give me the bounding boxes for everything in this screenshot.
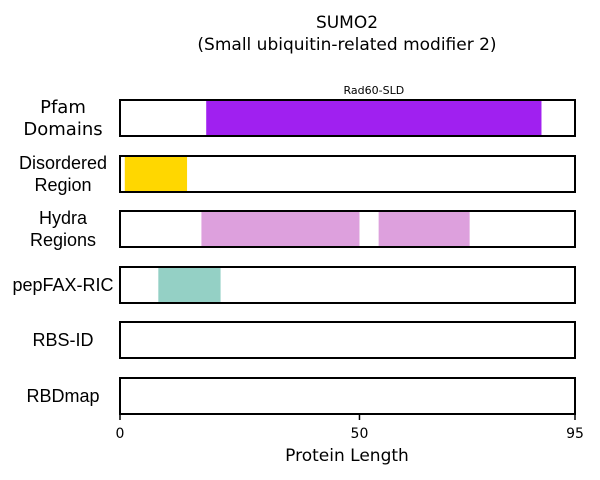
track-frame bbox=[119, 321, 576, 359]
row-label: pepFAX-RIC bbox=[12, 275, 113, 295]
track-row: RBS-ID bbox=[32, 321, 576, 359]
feature-segment bbox=[201, 212, 360, 246]
x-axis-label: Protein Length bbox=[285, 446, 409, 466]
x-tick-label: 0 bbox=[116, 426, 125, 442]
row-label: Regions bbox=[30, 230, 96, 250]
chart-title: SUMO2 bbox=[316, 13, 378, 33]
row-label: RBDmap bbox=[26, 386, 99, 406]
track-frame bbox=[119, 377, 576, 415]
feature-segment bbox=[158, 268, 221, 302]
row-label: RBS-ID bbox=[32, 330, 93, 350]
row-label: Region bbox=[34, 175, 91, 195]
chart-subtitle: (Small ubiquitin-related modifier 2) bbox=[197, 35, 496, 55]
row-label: Pfam bbox=[40, 97, 86, 118]
x-tick-label: 95 bbox=[566, 426, 584, 442]
row-label: Hydra bbox=[39, 208, 88, 228]
feature-segment bbox=[378, 212, 470, 246]
track-row: RBDmap bbox=[26, 377, 576, 415]
feature-segment bbox=[206, 101, 542, 135]
row-label: Disordered bbox=[19, 153, 107, 173]
x-axis: 0 50 95 bbox=[116, 413, 584, 442]
track-row: pepFAX-RIC bbox=[12, 266, 576, 304]
feature-segment bbox=[124, 157, 188, 191]
track-frame bbox=[119, 210, 576, 248]
feature-segment-label: Rad60-SLD bbox=[344, 84, 405, 97]
track-frame bbox=[119, 266, 576, 304]
track-frame bbox=[119, 99, 576, 137]
row-label: Domains bbox=[23, 119, 102, 140]
track-frame bbox=[119, 155, 576, 193]
x-tick-label: 50 bbox=[351, 426, 369, 442]
